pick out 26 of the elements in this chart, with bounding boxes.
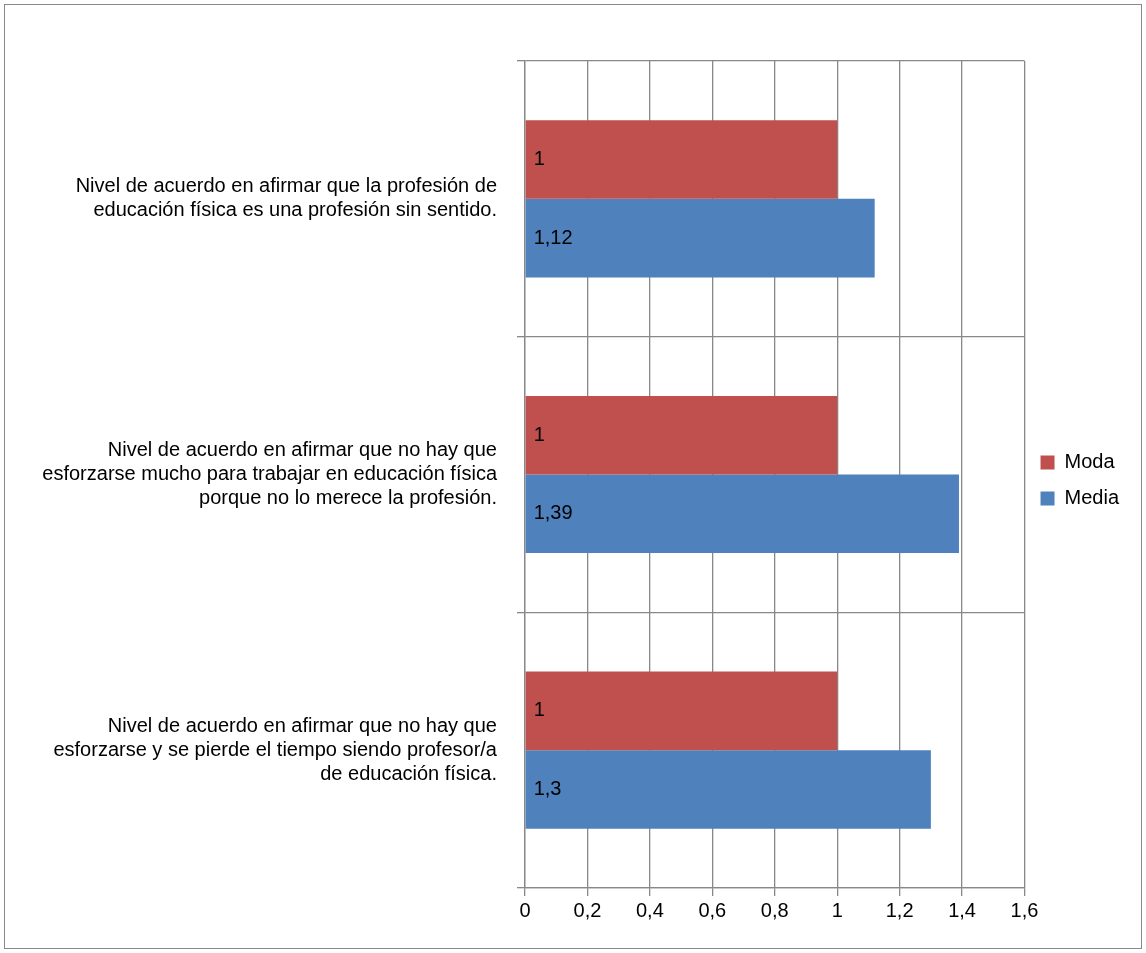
x-tick-label: 1,2 [885,898,914,921]
data-label: 1 [533,147,545,170]
bar [525,120,838,199]
y-tick-label: Nivel de acuerdo en afirmar que la profesión de educación física es una profesión sin sentido. [75,174,497,221]
bar [525,198,875,278]
x-tick-label: 1,4 [948,898,976,921]
x-tick-label: 0,2 [573,898,602,921]
x-tick-label: 0 [519,898,531,921]
x-tick-label: 0,8 [760,898,789,921]
data-label: 1,3 [533,776,562,799]
data-label: 1,12 [533,225,573,248]
y-tick-label: Nivel de acuerdo en afirmar que no hay que esforzarse y se pierde el tiempo siendo profesor/a de educación física. [53,713,498,784]
data-label: 1 [533,422,545,445]
x-tick-label: 1,6 [1010,898,1039,921]
bar [525,750,931,829]
data-label: 1 [533,698,545,721]
x-tick-label: 0,6 [698,898,727,921]
x-tick-label: 1 [831,898,843,921]
bar [525,671,838,751]
x-tick-label: 0,4 [635,898,664,921]
bar [525,395,838,475]
legend-label: Media [1064,486,1120,509]
bar [525,474,959,554]
y-tick-label: Nivel de acuerdo en afirmar que no hay que esforzarse mucho para trabajar en educación física porque no lo merece la profesión. [42,438,498,509]
legend-label: Moda [1064,450,1116,473]
data-label: 1,39 [533,501,573,524]
